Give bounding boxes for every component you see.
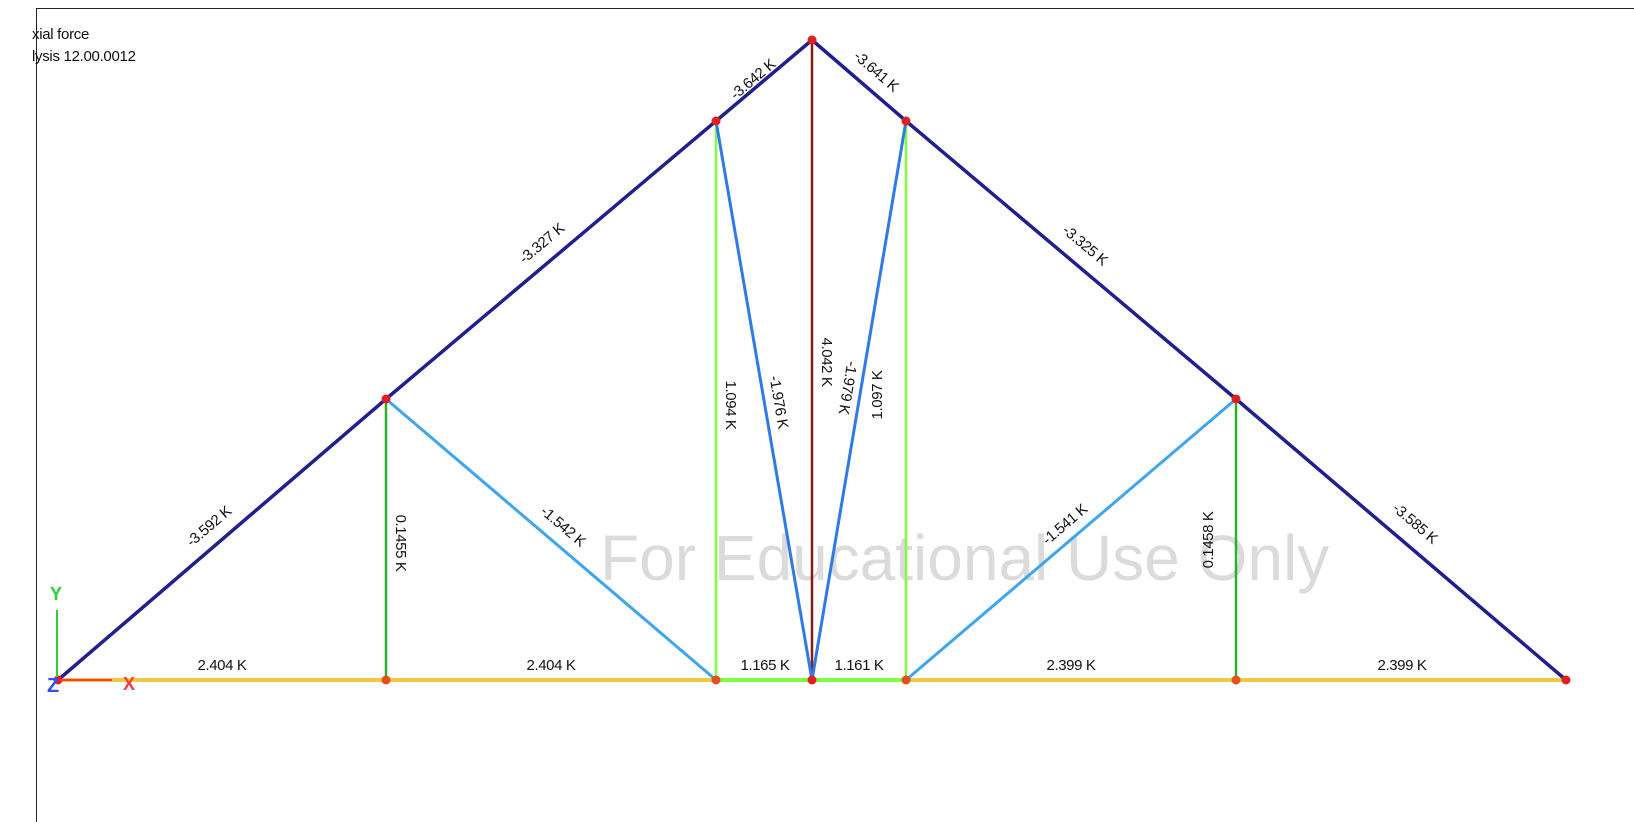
force-label-vertical-right: 0.1458 K bbox=[1200, 511, 1217, 568]
node-9[interactable] bbox=[711, 116, 721, 126]
member-top-left-apex[interactable] bbox=[714, 38, 814, 123]
node-10[interactable] bbox=[807, 35, 817, 45]
node-1[interactable] bbox=[53, 675, 63, 685]
force-label-diagonal-left-center: -1.976 K bbox=[766, 374, 792, 430]
viewport-frame bbox=[36, 8, 1634, 822]
node-11[interactable] bbox=[901, 116, 911, 126]
force-label-vertical-left: 0.1455 K bbox=[392, 515, 409, 572]
member-top-left-upper[interactable] bbox=[384, 119, 718, 401]
force-label-top-right-lower: -3.585 K bbox=[1389, 500, 1441, 548]
node-12[interactable] bbox=[1231, 394, 1241, 404]
force-label-bottom-3: 1.165 K bbox=[741, 657, 790, 674]
member-diagonal-right[interactable] bbox=[905, 397, 1237, 682]
force-label-top-right-upper: -3.325 K bbox=[1059, 222, 1111, 270]
node-6[interactable] bbox=[1231, 675, 1241, 685]
force-label-bottom-2: 2.404 K bbox=[527, 657, 576, 674]
node-7[interactable] bbox=[1561, 675, 1571, 685]
node-4[interactable] bbox=[807, 675, 817, 685]
force-label-top-right-apex: -3.641 K bbox=[850, 48, 902, 96]
node-8[interactable] bbox=[381, 394, 391, 404]
member-top-right-upper[interactable] bbox=[904, 119, 1238, 401]
member-diagonal-right-center[interactable] bbox=[810, 120, 908, 681]
axis-z-label: Z bbox=[47, 675, 59, 697]
force-label-vertical-right-center: 1.097 K bbox=[869, 370, 886, 419]
member-top-right-apex[interactable] bbox=[810, 38, 908, 123]
force-label-bottom-6: 2.399 K bbox=[1378, 657, 1427, 674]
axis-x-label: X bbox=[123, 674, 135, 694]
force-label-bottom-5: 2.399 K bbox=[1047, 657, 1096, 674]
force-label-bottom-1: 2.404 K bbox=[198, 657, 247, 674]
member-top-left-lower[interactable] bbox=[56, 397, 388, 682]
node-2[interactable] bbox=[381, 675, 391, 685]
force-label-top-left-apex: -3.642 K bbox=[727, 56, 779, 104]
result-type-label: xial force bbox=[32, 26, 90, 43]
member-top-right-lower[interactable] bbox=[1234, 397, 1568, 682]
software-version-label: lysis 12.00.0012 bbox=[32, 48, 136, 65]
force-label-top-left-lower: -3.592 K bbox=[183, 502, 235, 550]
force-label-vertical-center: 4.042 K bbox=[818, 338, 835, 387]
axis-y-label: Y bbox=[50, 584, 62, 604]
force-label-bottom-4: 1.161 K bbox=[835, 657, 884, 674]
watermark-text: For Educational Use Only bbox=[600, 522, 1329, 594]
node-5[interactable] bbox=[901, 675, 911, 685]
force-label-top-left-upper: -3.327 K bbox=[516, 220, 568, 268]
member-diagonal-left[interactable] bbox=[385, 397, 717, 682]
member-diagonal-left-center[interactable] bbox=[714, 120, 814, 681]
force-label-vertical-left-center: 1.094 K bbox=[722, 381, 739, 430]
force-label-diagonal-left: -1.542 K bbox=[537, 503, 589, 551]
node-3[interactable] bbox=[711, 675, 721, 685]
